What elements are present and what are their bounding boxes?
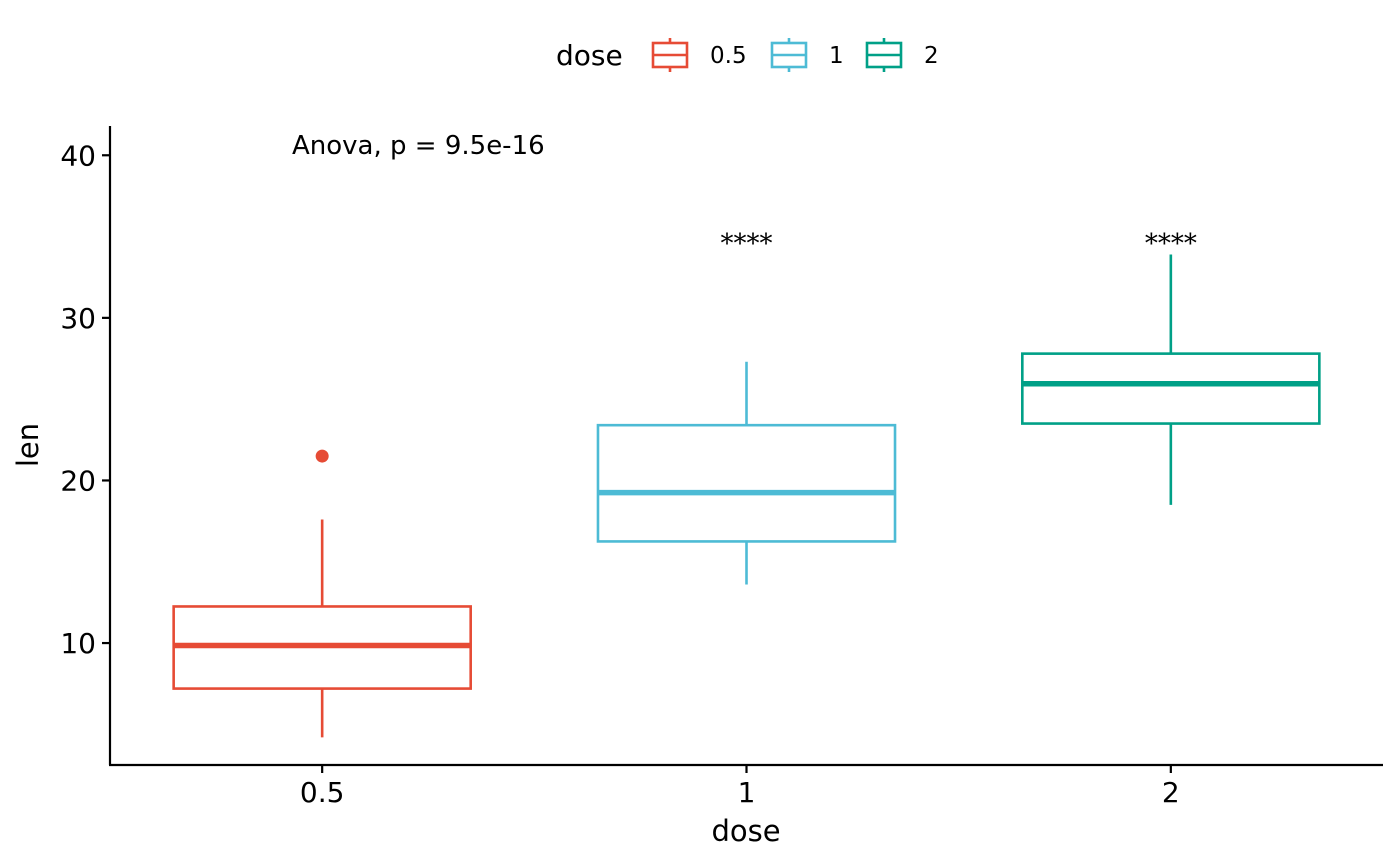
legend-key-1: 1	[770, 38, 844, 72]
legend-key-2: 2	[865, 38, 939, 72]
x-tick-label-0.5: 0.5	[300, 776, 345, 809]
y-tick-label-30: 30	[60, 302, 96, 335]
legend-label-2: 2	[924, 43, 939, 69]
x-axis-title: dose	[711, 814, 780, 848]
x-tick-label-1: 1	[738, 776, 756, 809]
y-axis-title: len	[11, 423, 45, 467]
box-group-0.5	[172, 449, 472, 738]
legend-label-1: 1	[829, 43, 844, 69]
box-2	[1021, 352, 1321, 425]
legend-key-0.5: 0.5	[651, 38, 747, 72]
legend-label-0.5: 0.5	[710, 43, 747, 69]
y-tick-label-10: 10	[60, 627, 96, 660]
x-tick-label-2: 2	[1162, 776, 1180, 809]
legend-title: dose	[556, 39, 623, 72]
y-tick-label-40: 40	[60, 139, 96, 172]
box-group-2: ****	[1021, 229, 1321, 505]
anova-annotation: Anova, p = 9.5e-16	[292, 131, 545, 161]
box-group-1: ****	[596, 229, 897, 585]
box-1	[596, 423, 897, 543]
outlier-point-0.5-0	[315, 449, 329, 463]
significance-label-1: ****	[721, 229, 773, 259]
significance-label-2: ****	[1145, 229, 1197, 259]
y-tick-label-20: 20	[60, 464, 96, 497]
legend: dose 0.5 1 2	[556, 38, 939, 72]
